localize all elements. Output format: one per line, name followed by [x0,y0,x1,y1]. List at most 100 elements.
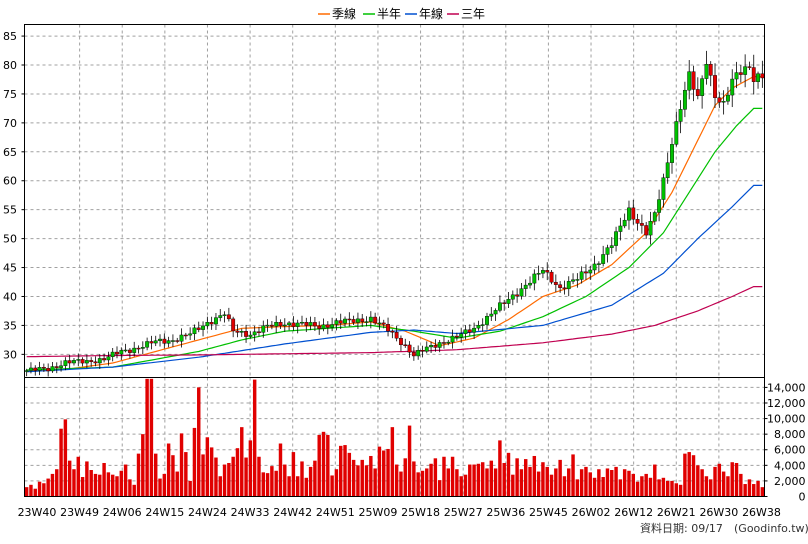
y-tick-label: 30 [3,348,17,361]
volume-bar [321,431,326,497]
price-grid [24,24,765,378]
candle-body [541,270,545,274]
candle-body [644,225,649,236]
candle-body [515,294,520,297]
volume-bar [46,478,50,497]
candle-body [614,231,618,246]
candle-body [364,321,369,323]
candle-body [411,352,416,357]
volume-bar [622,469,627,497]
volume-bar [635,481,640,497]
candle-body [252,331,257,336]
volume-bar [72,469,76,497]
candle-body [502,302,507,304]
candle-body [54,366,59,368]
candle-body [218,315,223,318]
volume-bar [760,487,765,497]
volume-bar [476,463,481,497]
volume-bar [248,440,253,497]
candle-body [110,351,115,357]
y-tick-label: 70 [3,117,17,130]
candle-body [454,335,459,338]
x-tick-label: 26W21 [657,506,696,519]
candle-body [553,281,558,285]
candle-body [489,313,494,317]
y-tick-label: 4,000 [774,459,806,472]
x-tick-label: 23W40 [18,506,57,519]
volume-bar [192,427,197,497]
x-tick-label: 24W24 [188,506,227,519]
volume-bar [747,479,752,497]
candle-body [119,350,124,355]
y-tick-label: 75 [3,88,17,101]
volume-bar [407,425,412,497]
candle-body [132,347,137,353]
volume-bar [24,487,29,497]
moving-average-lines [26,75,763,373]
volume-bar [136,453,141,497]
candle-body [209,322,214,325]
volume-bar [351,459,356,497]
volume-bar [278,443,283,497]
volume-bar [614,466,618,497]
volume-bar [489,460,494,497]
candle-body [201,325,205,330]
candle-body [497,302,502,311]
volume-bar [498,440,502,497]
volume-bar [416,472,420,497]
ma-line-半年 [26,107,763,371]
candle-body [743,66,748,75]
volume-bar [743,484,747,497]
candle-body [420,350,425,352]
volume-bar [618,479,623,497]
candle-body [59,365,63,368]
volume-bar [67,460,72,497]
volume-bar [128,479,132,497]
x-tick-label: 26W30 [699,506,738,519]
volume-bar [648,477,653,497]
candle-body [562,287,567,290]
volume-bar [102,462,106,497]
volume-bar [76,456,80,497]
volume-bar [274,470,278,497]
candle-body [506,298,511,304]
volume-bar [709,479,713,497]
volume-bar [631,473,635,497]
volume-bar [158,478,162,497]
candle-body [84,360,89,364]
candle-body [136,347,141,350]
candle-body [528,282,532,286]
candle-body [566,281,571,290]
candle-body [687,71,692,91]
candle-body [269,324,274,327]
volume-bar [459,476,463,497]
volume-bar [197,387,201,497]
candle-body [166,340,171,344]
volume-bar [390,427,395,497]
candle-body [661,177,666,200]
candle-body [394,332,399,339]
candle-body [330,324,335,328]
candle-body [579,271,584,280]
candle-body [485,316,489,325]
x-tick-label: 23W49 [60,506,99,519]
candle-body [321,324,326,329]
volume-bars [24,378,765,497]
volume-bar [532,455,537,497]
candle-body [747,66,752,68]
candle-body [575,279,580,281]
volume-bar [493,468,498,497]
volume-bar [657,479,661,497]
candle-body [158,338,162,341]
candle-body [493,310,498,315]
candle-body [248,334,253,337]
candle-body [162,338,167,344]
candle-body [523,284,528,289]
volume-bar [592,477,597,497]
volume-bar [343,445,347,497]
volume-bar [640,476,644,497]
volume-bar [678,484,683,497]
volume-bar [524,459,528,497]
candle-body [214,317,218,325]
candle-body [756,73,760,82]
